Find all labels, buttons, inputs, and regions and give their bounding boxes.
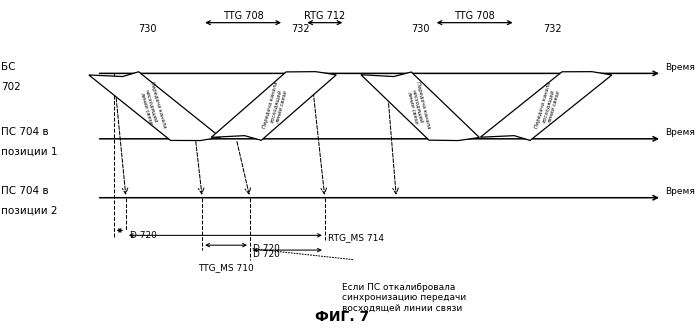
Text: 732: 732 [292,24,310,34]
Text: Время: Время [665,128,695,137]
Text: 702: 702 [1,82,21,91]
Polygon shape [89,72,220,141]
Text: 730: 730 [411,24,429,34]
Text: Если ПС откалибровала
синхронизацию передачи
восходящей линии связи: Если ПС откалибровала синхронизацию пере… [342,283,466,313]
Text: D 720: D 720 [253,244,280,253]
Text: Передача канала
нисходящей
линии связи: Передача канала нисходящей линии связи [137,81,167,132]
Text: RTG 712: RTG 712 [304,11,345,21]
Text: позиции 1: позиции 1 [1,147,58,157]
Text: БС: БС [1,62,16,72]
Text: TTG 708: TTG 708 [223,11,263,21]
Text: 732: 732 [544,24,562,34]
Text: Передача канала
восходящей
линии связи: Передача канала восходящей линии связи [262,81,290,132]
Text: позиции 2: позиции 2 [1,206,58,216]
Text: Передача канала
нисходящей
линии связи: Передача канала нисходящей линии связи [404,81,431,132]
Text: Передача канала
восходящей
линии связи: Передача канала восходящей линии связи [534,81,564,132]
Polygon shape [480,72,612,141]
Text: Время: Время [665,63,695,72]
Text: TTG_MS 710: TTG_MS 710 [198,264,254,273]
Text: D 720: D 720 [253,250,280,259]
Text: ФИГ. 7: ФИГ. 7 [315,310,369,324]
Text: TTG 708: TTG 708 [454,11,495,21]
Text: D 720: D 720 [130,231,157,240]
Text: Время: Время [665,187,695,196]
Text: ПС 704 в: ПС 704 в [1,127,49,137]
Polygon shape [361,72,480,141]
Text: 730: 730 [139,24,157,34]
Text: ПС 704 в: ПС 704 в [1,186,49,196]
Polygon shape [211,72,336,140]
Text: RTG_MS 714: RTG_MS 714 [328,233,384,243]
